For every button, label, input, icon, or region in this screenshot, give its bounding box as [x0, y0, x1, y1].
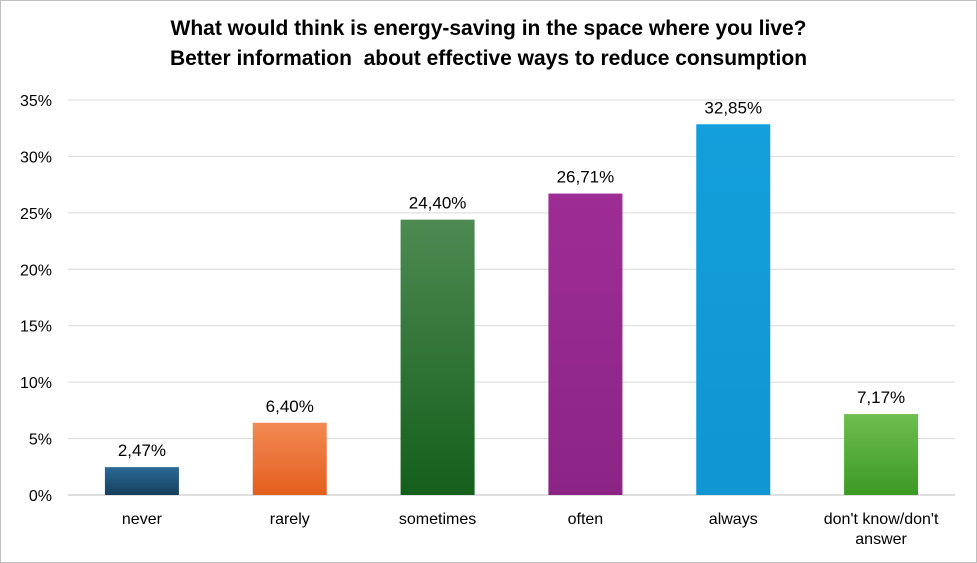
data-label: 26,71% — [557, 168, 615, 187]
y-tick-label: 0% — [29, 488, 52, 505]
gridlines — [68, 99, 955, 496]
data-label: 2,47% — [118, 441, 166, 460]
chart-title-line-2: Better information about effective ways … — [169, 47, 808, 70]
y-tick-label: 20% — [20, 262, 52, 279]
y-tick-label: 35% — [20, 93, 52, 110]
bars — [104, 124, 919, 495]
x-category-label: never — [122, 511, 163, 528]
bar-often — [548, 193, 623, 495]
y-tick-label: 5% — [29, 432, 52, 449]
y-axis-tick-labels: 0% 5% 10% 15% 20% 25% 30% 35% — [20, 93, 52, 505]
x-category-label: rarely — [270, 511, 310, 528]
bar-don-t-know-don-t-answer — [844, 414, 919, 495]
chart-title: What would think is energy-saving in the… — [0, 14, 977, 74]
bar-never — [104, 467, 179, 495]
data-label: 6,40% — [266, 397, 314, 416]
bar-always — [696, 124, 771, 495]
x-category-label: always — [709, 511, 758, 528]
x-category-label: often — [568, 511, 604, 528]
x-axis-category-labels: never rarely sometimes often always don't kno… — [122, 511, 939, 548]
data-label: 7,17% — [857, 388, 905, 407]
y-tick-label: 25% — [20, 206, 52, 223]
y-tick-label: 15% — [20, 319, 52, 336]
data-label: 24,40% — [409, 194, 467, 213]
x-category-label: don't know/don't — [824, 511, 939, 528]
x-category-label: sometimes — [399, 511, 476, 528]
data-label: 32,85% — [704, 98, 762, 117]
bar-rarely — [252, 422, 327, 495]
bar-sometimes — [400, 219, 475, 495]
x-category-label: answer — [855, 531, 907, 548]
chart-title-line-1: What would think is energy-saving in the… — [170, 17, 807, 40]
y-tick-label: 30% — [20, 149, 52, 166]
y-tick-label: 10% — [20, 375, 52, 392]
data-labels: 2,47% 6,40% 24,40% 26,71% 32,85% 7,17% — [118, 98, 905, 460]
